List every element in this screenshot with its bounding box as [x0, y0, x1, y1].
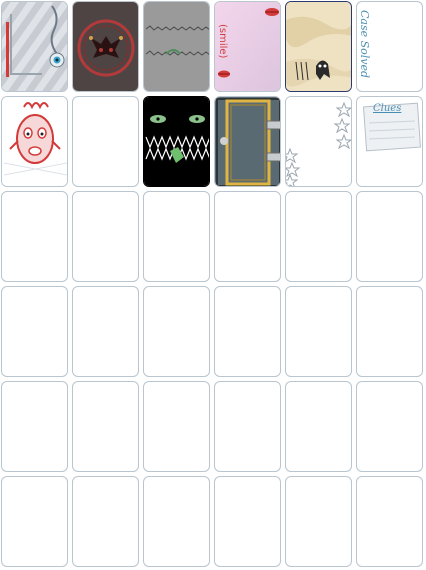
card-slot-10[interactable] [214, 96, 281, 187]
jester-mask-icon [73, 2, 138, 91]
card-slot-3[interactable] [143, 1, 210, 92]
card-slot-7[interactable] [1, 96, 68, 187]
card-slot-9[interactable] [143, 96, 210, 187]
card-6-label: Case Solved [358, 10, 371, 79]
card-12-label: Clues [373, 103, 402, 114]
empty-slot[interactable] [143, 191, 210, 282]
empty-slot[interactable] [285, 476, 352, 567]
empty-slot[interactable] [285, 286, 352, 377]
empty-slot[interactable] [214, 286, 281, 377]
empty-slot[interactable] [214, 381, 281, 472]
doll-face-icon [2, 97, 67, 186]
card-slot-12[interactable]: Clues [356, 96, 423, 187]
empty-slot[interactable] [72, 381, 139, 472]
empty-slot[interactable] [1, 476, 68, 567]
empty-slot[interactable] [285, 381, 352, 472]
card-slot-6[interactable]: Case Solved [356, 1, 423, 92]
card-slot-8[interactable] [72, 96, 139, 187]
card-slot-11[interactable] [285, 96, 352, 187]
stars-icon [286, 97, 351, 186]
door-hinge-icon [215, 97, 280, 186]
empty-slot[interactable] [143, 286, 210, 377]
empty-slot[interactable] [1, 286, 68, 377]
card-slot-2[interactable] [72, 1, 139, 92]
stitched-seam-icon [144, 2, 209, 91]
empty-slot[interactable] [1, 191, 68, 282]
card-4-label: (smile) [217, 24, 228, 59]
empty-slot[interactable] [356, 381, 423, 472]
empty-slot[interactable] [356, 476, 423, 567]
empty-slot[interactable] [72, 286, 139, 377]
card-slot-5[interactable] [285, 1, 352, 92]
ghost-icon [286, 2, 351, 91]
empty-slot[interactable] [72, 476, 139, 567]
monster-eyes-icon [144, 97, 209, 186]
empty-slot[interactable] [214, 191, 281, 282]
lips-icon [215, 2, 280, 91]
note-paper-icon [357, 97, 422, 186]
empty-slot[interactable] [72, 191, 139, 282]
empty-slot[interactable] [143, 476, 210, 567]
card-slot-4[interactable]: (smile) [214, 1, 281, 92]
empty-slot[interactable] [143, 381, 210, 472]
empty-slot[interactable] [285, 191, 352, 282]
empty-slot[interactable] [214, 476, 281, 567]
empty-slot[interactable] [1, 381, 68, 472]
empty-slot[interactable] [356, 191, 423, 282]
empty-slot[interactable] [356, 286, 423, 377]
card-slot-1[interactable] [1, 1, 68, 92]
eye-pendulum-icon [2, 2, 67, 91]
